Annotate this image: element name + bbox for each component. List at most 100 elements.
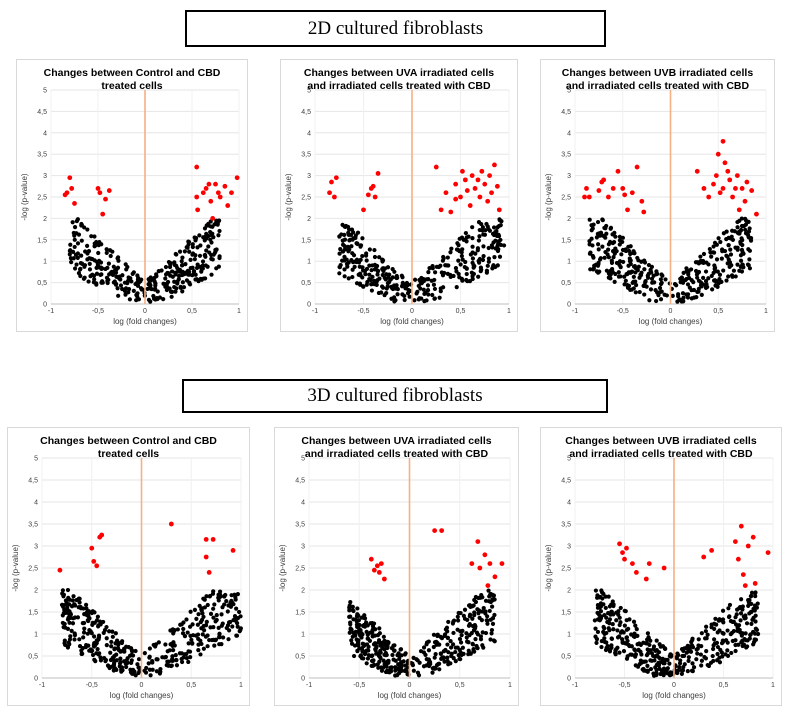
data-point [195,622,200,627]
data-point [704,282,709,287]
data-point [682,662,687,667]
data-point [626,244,631,249]
data-point [346,276,351,281]
data-point [621,259,626,265]
data-point [600,218,605,223]
data-point [337,251,342,256]
y-tick-label: 5 [34,456,38,463]
data-point [686,649,691,654]
data-point [84,243,90,248]
data-point [486,245,491,251]
data-point [743,216,748,222]
data-point [481,254,486,259]
data-point [166,259,172,265]
data-point [108,650,113,655]
data-point [382,292,387,298]
data-point [386,641,391,646]
data-point [399,653,404,658]
data-point [366,653,372,658]
data-point [648,287,654,292]
data-point [680,653,685,659]
data-point [696,278,702,283]
data-point [367,263,372,268]
data-point [602,636,607,641]
data-point [602,225,607,231]
significant-point [438,207,444,213]
data-point [118,283,124,288]
data-point [411,668,416,673]
data-point [472,264,477,269]
data-point [118,649,123,654]
significant-point [464,188,470,193]
data-point [392,299,397,304]
data-point [71,594,76,599]
data-point [649,270,654,275]
y-tick-label: 2,5 [561,195,571,202]
data-point [372,247,377,253]
data-point [128,667,133,672]
data-point [237,629,242,634]
data-point [467,279,473,284]
data-point [67,612,72,617]
data-point [381,634,386,639]
data-point [106,629,112,634]
y-tick-label: 4,5 [561,109,571,116]
data-point [359,635,364,640]
y-tick-label: 4,5 [295,478,305,485]
data-point [61,594,66,599]
data-point [707,246,712,252]
data-point [613,246,618,251]
data-point [89,234,94,239]
data-point [95,614,100,619]
significant-point [215,190,221,196]
data-point [126,287,132,292]
data-point [607,239,613,245]
data-point [200,259,206,264]
data-point [345,244,351,249]
data-point [685,669,690,674]
chart-canvas: 0 0,5 1 1,5 2 2,5 3 3,5 4 4,5 5 -1 -0,5 0 0,5 1 log (fol… [544,88,768,327]
data-point [80,261,85,266]
data-point [378,656,383,661]
significant-point [720,138,726,144]
data-point [470,236,475,241]
data-point [649,651,654,656]
data-point [364,629,369,634]
data-point [686,269,691,274]
data-point [613,650,618,656]
data-point [470,225,475,230]
data-point [197,253,203,258]
significant-point [103,196,108,202]
data-point [453,645,458,650]
data-point [731,268,737,273]
data-point [357,631,362,636]
data-point [490,245,495,250]
x-tick-label: 0,5 [456,308,466,315]
data-point [739,597,744,602]
data-point [74,597,79,603]
data-point [392,269,397,274]
data-point [225,623,231,628]
data-point [713,616,718,621]
data-point [229,593,234,598]
data-point [715,284,720,290]
y-tick-label: 5 [567,456,571,463]
data-point [606,611,611,616]
significant-point [622,556,627,562]
significant-point [624,545,629,551]
data-point [204,594,209,599]
data-point [113,631,118,636]
data-point [717,272,723,277]
data-point [97,619,103,624]
data-point [738,611,744,616]
significant-point [738,523,744,529]
data-point [380,641,385,646]
data-point [62,638,67,643]
chart-title: Changes between Control and CBD treated c… [43,67,221,92]
data-point [171,648,176,653]
data-point [497,254,503,259]
data-point [67,620,72,625]
data-point [623,609,628,614]
data-point [677,661,683,666]
data-point [714,257,720,262]
